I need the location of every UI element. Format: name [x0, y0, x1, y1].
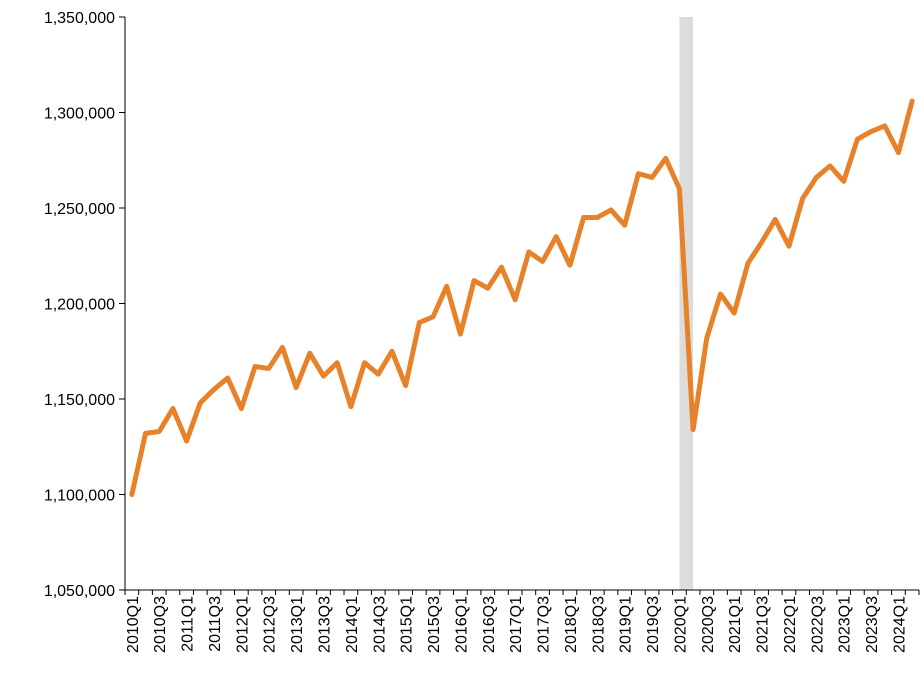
- x-tick-label: 2017Q3: [536, 596, 553, 653]
- x-tick-label: 2015Q1: [399, 596, 416, 653]
- y-tick-label: 1,350,000: [44, 10, 115, 27]
- x-tick-label: 2010Q1: [125, 596, 142, 653]
- x-tick-label: 2023Q1: [837, 596, 854, 653]
- x-tick-label: 2018Q1: [563, 596, 580, 653]
- x-tick-label: 2012Q3: [262, 596, 279, 653]
- x-tick-label: 2012Q1: [234, 596, 251, 653]
- x-tick-label: 2022Q1: [782, 596, 799, 653]
- x-tick-label: 2011Q3: [207, 596, 224, 652]
- x-tick-label: 2020Q3: [700, 596, 717, 653]
- x-tick-label: 2021Q3: [755, 596, 772, 653]
- x-tick-label: 2019Q1: [618, 596, 635, 653]
- x-tick-label: 2022Q3: [809, 596, 826, 653]
- x-tick-label: 2015Q3: [426, 596, 443, 653]
- y-tick-label: 1,200,000: [44, 297, 115, 314]
- x-tick-label: 2021Q1: [727, 596, 744, 653]
- x-tick-label: 2013Q1: [289, 596, 306, 653]
- x-tick-label: 2018Q3: [590, 596, 607, 653]
- y-tick-label: 1,300,000: [44, 106, 115, 123]
- y-tick-label: 1,250,000: [44, 201, 115, 218]
- x-tick-label: 2016Q3: [481, 596, 498, 653]
- x-tick-label: 2014Q3: [371, 596, 388, 653]
- x-tick-label: 2010Q3: [152, 596, 169, 653]
- y-tick-label: 1,150,000: [44, 392, 115, 409]
- series-line: [129, 98, 915, 497]
- x-tick-label: 2016Q1: [453, 596, 470, 653]
- y-tick-label: 1,050,000: [44, 583, 115, 600]
- y-tick-label: 1,100,000: [44, 488, 115, 505]
- x-tick-label: 2024Q1: [891, 596, 908, 653]
- x-tick-label: 2011Q1: [180, 596, 197, 652]
- x-tick-label: 2019Q3: [645, 596, 662, 653]
- x-tick-label: 2017Q1: [508, 596, 525, 653]
- x-tick-label: 2014Q1: [344, 596, 361, 653]
- x-tick-label: 2020Q1: [672, 596, 689, 653]
- x-tick-label: 2013Q3: [317, 596, 334, 653]
- x-tick-label: 2023Q3: [864, 596, 881, 653]
